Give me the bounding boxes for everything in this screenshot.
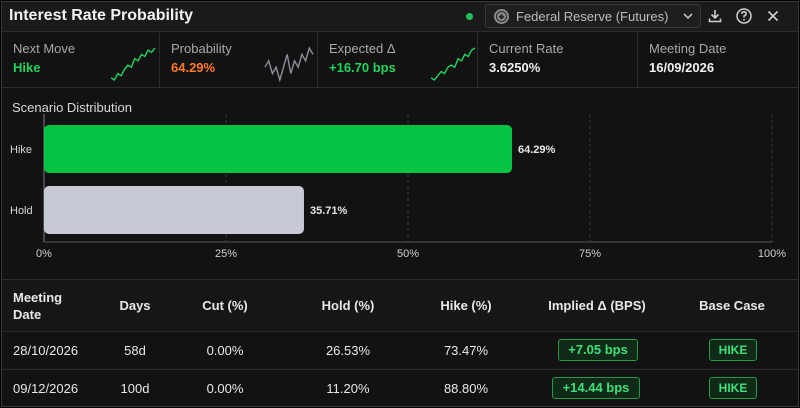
stat-current-rate: Current Rate 3.6250% — [478, 33, 638, 88]
scenario-distribution-chart: 0% 25% 50% 75% 100% Hike 64.29% Hold 35.71% — [10, 114, 786, 260]
bar-hold[interactable] — [44, 186, 304, 234]
header-implied: Implied Δ (BPS) — [548, 298, 646, 313]
table-row[interactable]: 09/12/2026 100d 0.00% 11.20% 88.80% +14.… — [2, 370, 798, 406]
sparkline — [430, 47, 476, 81]
sparkline-path — [264, 46, 314, 83]
panel-title: Interest Rate Probability — [9, 7, 194, 24]
sparkline-path — [110, 47, 156, 81]
base-case-badge: HIKE — [709, 377, 757, 399]
stat-value: 64.29% — [171, 60, 216, 75]
x-tick-label: 75% — [579, 248, 601, 260]
stat-value: 3.6250% — [489, 60, 541, 75]
x-tick-label: 0% — [36, 248, 52, 260]
stat-label: Expected Δ — [329, 41, 396, 56]
cell-days: 100d — [120, 381, 150, 396]
x-tick-label: 50% — [397, 248, 419, 260]
panel-header: Interest Rate Probability Federal Reserv… — [2, 2, 798, 32]
value-label: 64.29% — [518, 144, 556, 156]
stat-value: +16.70 bps — [329, 60, 396, 75]
category-label: Hold — [10, 205, 33, 217]
header-base-case: Base Case — [699, 298, 765, 313]
cell-hike: 88.80% — [443, 381, 489, 396]
sparkline — [264, 46, 314, 83]
table-header: Meeting Date Days Cut (%) Hold (%) Hike … — [2, 279, 798, 332]
close-icon[interactable] — [764, 7, 782, 25]
base-case-badge: HIKE — [709, 339, 757, 361]
live-status-dot — [466, 13, 473, 20]
sparkline-path — [430, 47, 476, 81]
stat-label: Meeting Date — [649, 41, 727, 56]
stat-expected-delta: Expected Δ +16.70 bps — [318, 33, 478, 88]
cell-hold: 26.53% — [325, 343, 371, 358]
source-label: Federal Reserve (Futures) — [516, 9, 669, 24]
value-label: 35.71% — [310, 205, 348, 217]
cell-hold: 11.20% — [326, 381, 370, 396]
stat-label: Next Move — [13, 41, 76, 56]
chart-title: Scenario Distribution — [12, 100, 132, 115]
stat-value: Hike — [13, 60, 41, 75]
implied-delta-pill: +7.05 bps — [558, 339, 638, 361]
stat-label: Probability — [171, 41, 232, 56]
header-meeting-date: Meeting Date — [13, 290, 63, 322]
header-cut: Cut (%) — [202, 298, 248, 313]
cell-cut: 0.00% — [206, 381, 244, 396]
stats-row: Next Move Hike Probability 64.29% Expect… — [2, 33, 798, 88]
x-tick-label: 25% — [215, 248, 237, 260]
header-hike: Hike (%) — [440, 298, 492, 313]
stat-next-move: Next Move Hike — [2, 33, 160, 88]
implied-delta-pill: +14.44 bps — [552, 377, 640, 399]
cell-cut: 0.00% — [206, 343, 244, 358]
cell-days: 58d — [124, 343, 146, 358]
stat-label: Current Rate — [489, 41, 564, 56]
sparkline — [110, 47, 156, 81]
cell-date: 28/10/2026 — [13, 343, 79, 358]
x-tick-label: 100% — [758, 248, 786, 260]
source-select[interactable]: Federal Reserve (Futures) — [485, 4, 701, 28]
chevron-down-icon — [682, 9, 694, 28]
help-icon[interactable] — [735, 7, 753, 25]
stat-probability: Probability 64.29% — [160, 33, 318, 88]
header-days: Days — [119, 298, 151, 313]
category-label: Hike — [10, 144, 32, 156]
federal-reserve-seal-icon — [494, 9, 509, 24]
header-hold: Hold (%) — [321, 298, 375, 313]
table-row[interactable]: 28/10/2026 58d 0.00% 26.53% 73.47% +7.05… — [2, 332, 798, 370]
bar-hike[interactable] — [44, 125, 513, 173]
stat-meeting-date: Meeting Date 16/09/2026 — [638, 33, 798, 88]
cell-hike: 73.47% — [443, 343, 489, 358]
stat-value: 16/09/2026 — [649, 60, 715, 75]
download-icon[interactable] — [706, 7, 724, 25]
cell-date: 09/12/2026 — [13, 381, 79, 396]
